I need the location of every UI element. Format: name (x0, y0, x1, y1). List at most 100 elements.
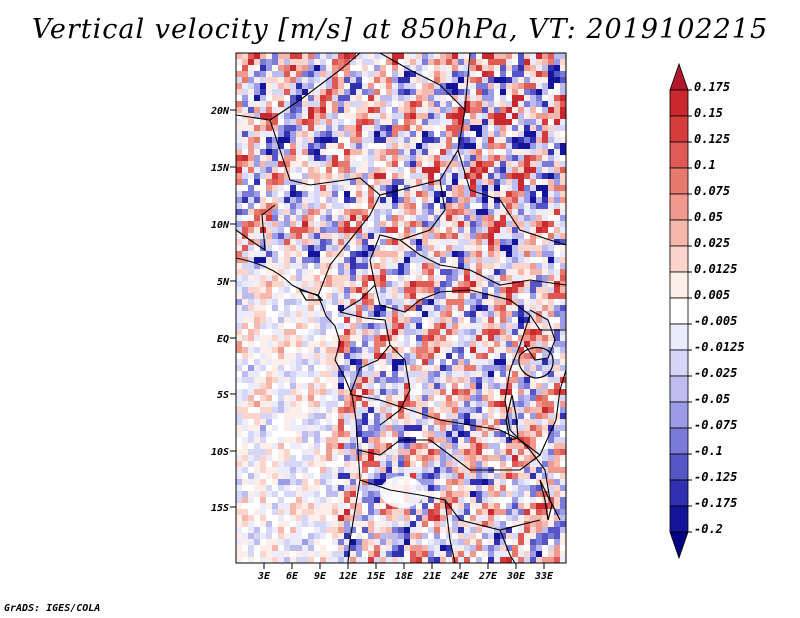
field-cell (500, 125, 506, 131)
field-cell (374, 185, 380, 191)
field-cell (482, 431, 488, 437)
field-cell (494, 407, 500, 413)
field-cell (494, 239, 500, 245)
field-cell (242, 419, 248, 425)
field-cell (350, 101, 356, 107)
field-cell (326, 77, 332, 83)
field-cell (338, 65, 344, 71)
field-cell (428, 317, 434, 323)
field-cell (248, 431, 254, 437)
field-cell (254, 503, 260, 509)
field-cell (518, 527, 524, 533)
field-cell (530, 71, 536, 77)
field-cell (368, 473, 374, 479)
field-cell (248, 557, 254, 563)
field-cell (350, 125, 356, 131)
field-cell (452, 521, 458, 527)
field-cell (560, 119, 566, 125)
field-cell (356, 533, 362, 539)
field-cell (542, 257, 548, 263)
field-cell (260, 191, 266, 197)
field-cell (458, 245, 464, 251)
field-cell (332, 101, 338, 107)
field-cell (470, 443, 476, 449)
field-cell (242, 323, 248, 329)
field-cell (350, 305, 356, 311)
field-cell (548, 377, 554, 383)
field-cell (242, 437, 248, 443)
field-cell (272, 221, 278, 227)
field-cell (422, 539, 428, 545)
field-cell (248, 455, 254, 461)
field-cell (242, 341, 248, 347)
field-cell (458, 443, 464, 449)
field-cell (254, 371, 260, 377)
field-cell (392, 227, 398, 233)
field-cell (326, 83, 332, 89)
field-cell (434, 515, 440, 521)
lon-label: 21E (422, 571, 442, 582)
field-cell (326, 413, 332, 419)
field-cell (482, 485, 488, 491)
field-cell (320, 203, 326, 209)
field-cell (392, 371, 398, 377)
field-cell (476, 281, 482, 287)
field-cell (452, 179, 458, 185)
field-cell (302, 269, 308, 275)
field-cell (272, 209, 278, 215)
field-cell (488, 65, 494, 71)
field-cell (338, 185, 344, 191)
field-cell (536, 353, 542, 359)
field-cell (332, 473, 338, 479)
field-cell (356, 269, 362, 275)
field-cell (290, 299, 296, 305)
field-cell (242, 281, 248, 287)
field-cell (530, 77, 536, 83)
field-cell (386, 425, 392, 431)
field-cell (236, 71, 242, 77)
field-cell (284, 131, 290, 137)
field-cell (320, 443, 326, 449)
field-cell (482, 413, 488, 419)
field-cell (458, 125, 464, 131)
field-cell (506, 335, 512, 341)
field-cell (362, 221, 368, 227)
field-cell (392, 77, 398, 83)
field-cell (548, 137, 554, 143)
field-cell (386, 185, 392, 191)
field-cell (422, 215, 428, 221)
field-cell (314, 215, 320, 221)
field-cell (422, 329, 428, 335)
field-cell (512, 173, 518, 179)
field-cell (326, 107, 332, 113)
field-cell (362, 227, 368, 233)
field-cell (272, 167, 278, 173)
field-cell (536, 491, 542, 497)
field-cell (530, 143, 536, 149)
field-cell (254, 77, 260, 83)
field-cell (500, 161, 506, 167)
field-cell (542, 209, 548, 215)
field-cell (446, 545, 452, 551)
field-cell (260, 239, 266, 245)
field-cell (392, 437, 398, 443)
field-cell (278, 365, 284, 371)
field-cell (344, 491, 350, 497)
field-cell (254, 221, 260, 227)
field-cell (560, 149, 566, 155)
field-cell (542, 167, 548, 173)
field-cell (500, 203, 506, 209)
field-cell (344, 515, 350, 521)
field-cell (368, 83, 374, 89)
field-cell (320, 263, 326, 269)
field-cell (542, 53, 548, 59)
field-cell (380, 275, 386, 281)
field-cell (458, 167, 464, 173)
field-cell (260, 269, 266, 275)
field-cell (272, 407, 278, 413)
field-cell (350, 377, 356, 383)
field-cell (344, 59, 350, 65)
lon-label: 27E (478, 571, 498, 582)
field-cell (398, 317, 404, 323)
field-cell (410, 275, 416, 281)
